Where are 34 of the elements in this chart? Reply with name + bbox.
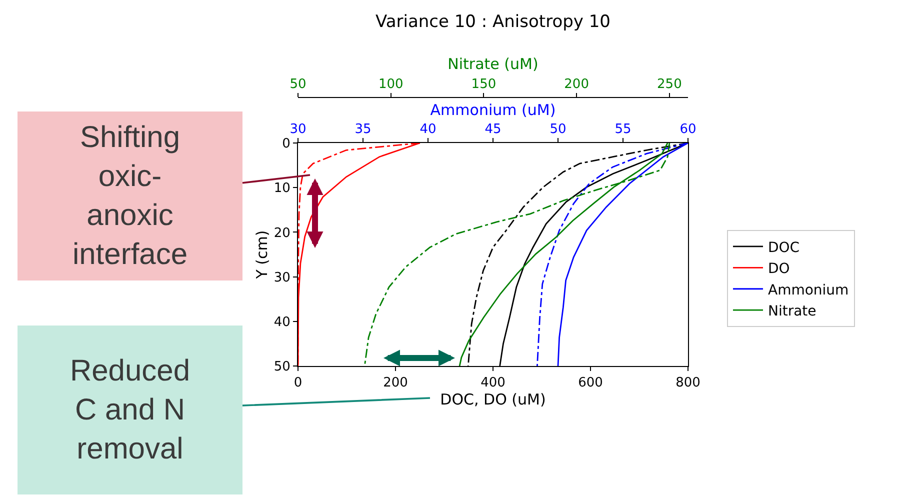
x-tick-label: 600 bbox=[578, 376, 603, 391]
x-tick-label: 200 bbox=[383, 376, 408, 391]
y-tick-label: 10 bbox=[274, 181, 290, 196]
y-tick-label: 20 bbox=[274, 226, 290, 241]
text: Shifting oxic-anoxic interface bbox=[72, 121, 188, 271]
x2-tick-label: 55 bbox=[614, 122, 632, 137]
x-tick-label: 150 bbox=[471, 76, 496, 92]
x-tick-label: 400 bbox=[480, 376, 506, 391]
x2-tick-label: 35 bbox=[354, 122, 372, 137]
x2-tick-label: 45 bbox=[484, 122, 502, 137]
x-tick-label: 100 bbox=[378, 76, 404, 92]
x-tick-label: 50 bbox=[290, 76, 306, 92]
x2-tick-label: 40 bbox=[420, 122, 436, 137]
text: Nitrate bbox=[768, 304, 816, 320]
x2-tick-label: 60 bbox=[680, 122, 696, 137]
x2-axis-title: Ammonium (uM) bbox=[430, 101, 556, 120]
x-axis-title: DOC, DO (uM) bbox=[440, 390, 546, 409]
y-tick-label: 30 bbox=[274, 270, 290, 286]
x2-tick-label: 30 bbox=[290, 122, 306, 137]
legend-label: DOC bbox=[768, 240, 800, 256]
y-tick-label: 50 bbox=[274, 360, 290, 375]
x-tick-label: 0 bbox=[294, 376, 302, 391]
x-axis-title: Nitrate (uM) bbox=[448, 55, 538, 74]
legend-label: DO bbox=[768, 261, 790, 278]
x-tick-label: 800 bbox=[676, 376, 700, 391]
x2-tick-label: 50 bbox=[550, 122, 566, 137]
y-tick-label: 40 bbox=[274, 314, 290, 330]
legend-label: Ammonium bbox=[768, 282, 849, 298]
x-tick-label: 250 bbox=[657, 76, 682, 92]
chart-title: Variance 10 : Anisotropy 10 bbox=[376, 12, 610, 32]
x-tick-label: 200 bbox=[564, 76, 589, 92]
y-axis-title: Y (cm) bbox=[253, 230, 272, 280]
text: Reduced C and N removal bbox=[70, 354, 190, 466]
y-tick-label: 0 bbox=[282, 136, 290, 152]
